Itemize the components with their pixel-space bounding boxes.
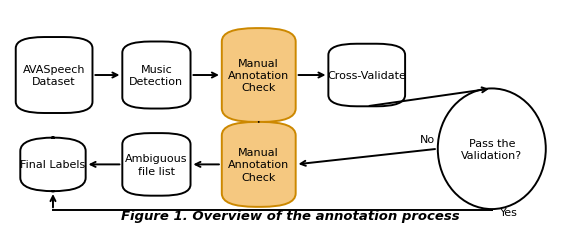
FancyBboxPatch shape bbox=[20, 138, 86, 191]
FancyBboxPatch shape bbox=[16, 38, 92, 114]
Text: Music
Detection: Music Detection bbox=[129, 64, 183, 87]
Text: Final Labels: Final Labels bbox=[20, 160, 86, 170]
FancyBboxPatch shape bbox=[222, 122, 296, 207]
FancyBboxPatch shape bbox=[328, 44, 405, 107]
FancyBboxPatch shape bbox=[122, 42, 191, 109]
Text: Pass the
Validation?: Pass the Validation? bbox=[461, 138, 523, 160]
Text: Figure 1. Overview of the annotation process: Figure 1. Overview of the annotation pro… bbox=[121, 210, 459, 222]
Text: Manual
Annotation
Check: Manual Annotation Check bbox=[228, 147, 289, 182]
Ellipse shape bbox=[438, 89, 546, 209]
Text: No: No bbox=[420, 134, 435, 144]
Text: AVASpeech
Dataset: AVASpeech Dataset bbox=[23, 64, 85, 87]
Text: Yes: Yes bbox=[501, 207, 519, 217]
FancyBboxPatch shape bbox=[122, 133, 191, 196]
Text: Manual
Annotation
Check: Manual Annotation Check bbox=[228, 58, 289, 93]
Text: Ambiguous
file list: Ambiguous file list bbox=[125, 153, 188, 176]
FancyBboxPatch shape bbox=[222, 29, 296, 122]
Text: Cross-Validate: Cross-Validate bbox=[327, 71, 406, 81]
